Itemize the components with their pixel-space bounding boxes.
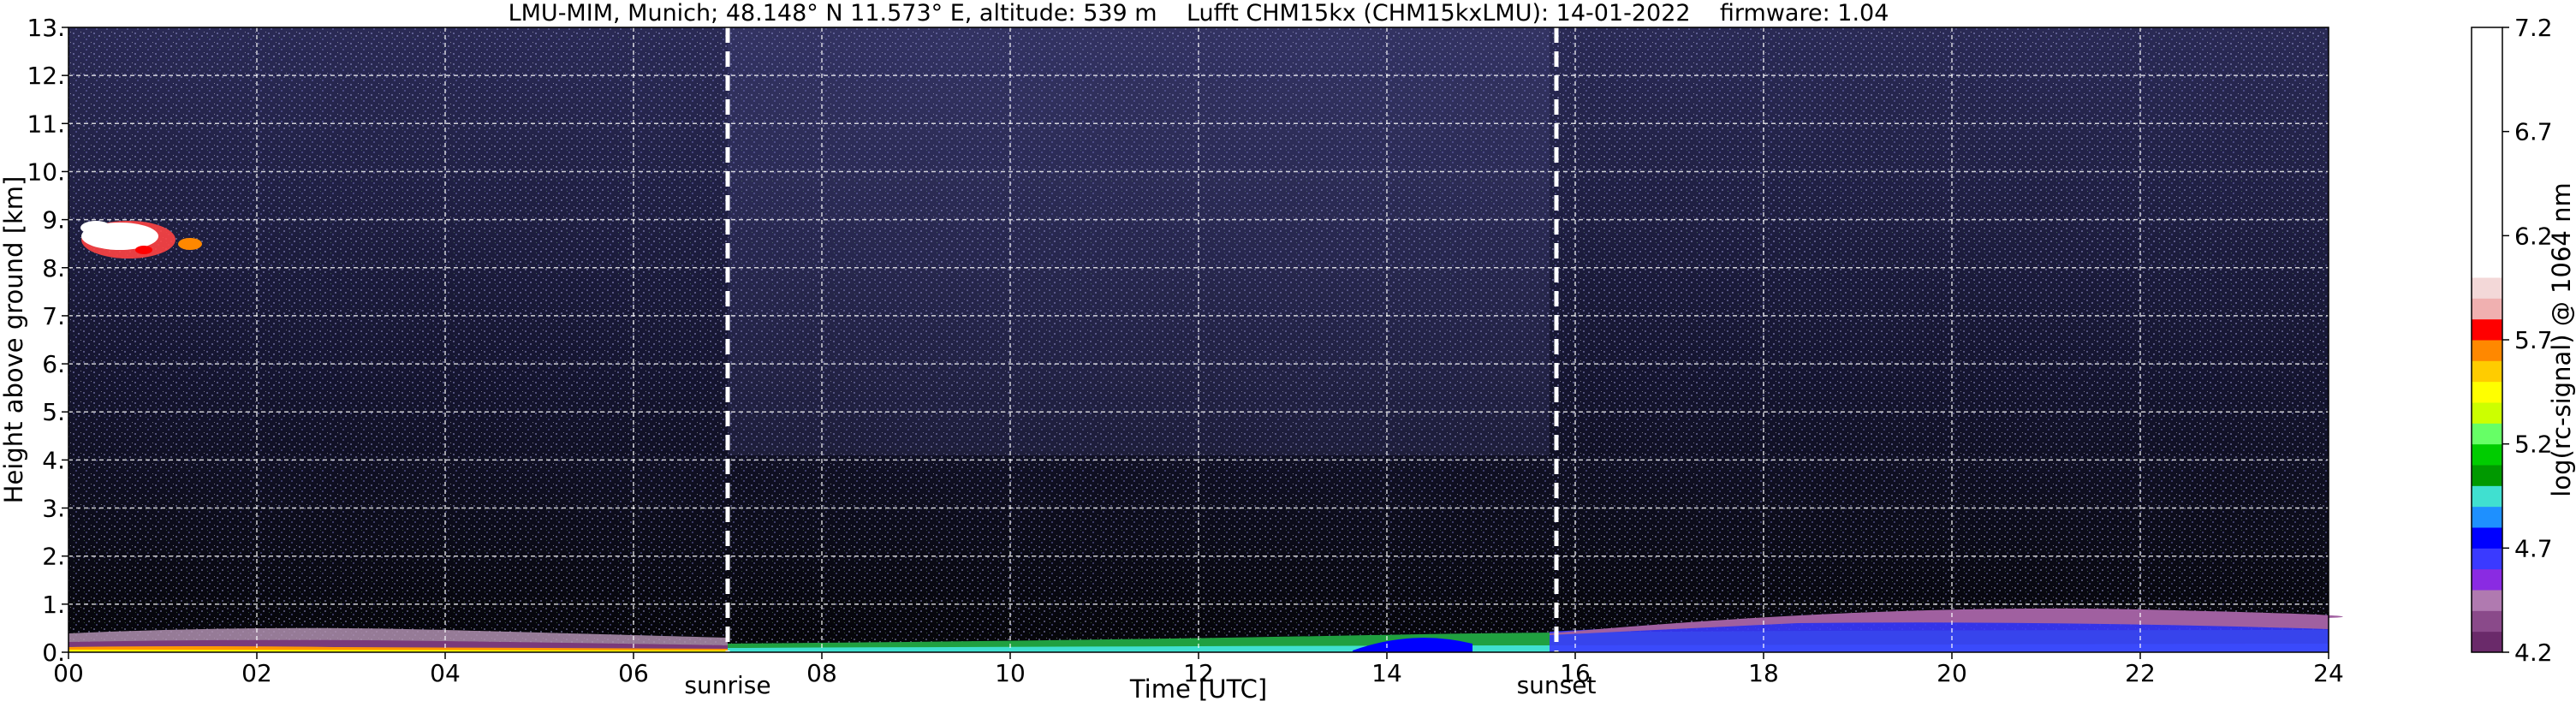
colorbar: 4.2 4.7 5.2 5.7 6.2 6.7 7.2 log(rc-signal) @ 1…	[2471, 14, 2576, 667]
x-axis-ticks: 00 02 04 06 08 10 12 14 16 18 20 22 24	[53, 652, 2344, 687]
colorbar-tick-label: 5.7	[2514, 326, 2553, 354]
y-tick-label: 13.	[27, 14, 65, 42]
x-tick-label: 02	[241, 659, 272, 687]
x-tick-label: 20	[1936, 659, 1967, 687]
y-tick-label: 8.	[42, 254, 65, 282]
colorbar-segment	[2472, 277, 2502, 299]
colorbar-segment	[2472, 402, 2502, 424]
plot-grid	[68, 27, 2329, 652]
colorbar-segment	[2472, 340, 2502, 361]
y-tick-label: 0.	[42, 639, 65, 667]
x-tick-label: 22	[2125, 659, 2156, 687]
boundary-layer-signal	[68, 608, 2343, 652]
colorbar-segment	[2472, 443, 2502, 466]
x-tick-label: 10	[995, 659, 1026, 687]
y-axis-label: Height above ground [km]	[0, 176, 28, 504]
x-tick-label: 06	[618, 659, 649, 687]
sun-marker-label: sunrise	[684, 671, 770, 699]
cirrus-cloud	[80, 221, 202, 258]
heatmap-plot-area	[68, 27, 2343, 653]
y-tick-label: 12.	[27, 62, 65, 90]
daytime-noise-highlight	[728, 27, 1550, 455]
y-tick-label: 7.	[42, 302, 65, 330]
sun-marker-label: sunset	[1517, 671, 1597, 699]
colorbar-tick-label: 4.2	[2514, 639, 2553, 667]
colorbar-segments	[2472, 27, 2502, 653]
colorbar-segment	[2472, 527, 2502, 549]
x-tick-label: 08	[806, 659, 837, 687]
colorbar-segment	[2472, 318, 2502, 341]
x-tick-label: 00	[53, 659, 84, 687]
colorbar-tick-label: 5.2	[2514, 431, 2553, 459]
x-tick-label: 16	[1560, 659, 1591, 687]
x-tick-label: 04	[430, 659, 461, 687]
y-tick-label: 1.	[42, 591, 65, 619]
y-tick-label: 4.	[42, 446, 65, 474]
colorbar-segment	[2472, 465, 2502, 486]
x-tick-label: 18	[1748, 659, 1779, 687]
y-tick-label: 10.	[27, 157, 65, 186]
y-axis-ticks: 0. 1. 2. 3. 4. 5. 6. 7. 8. 9. 10. 11. 12. 13.	[27, 14, 68, 667]
colorbar-segment	[2472, 423, 2502, 445]
chart-title: LMU-MIM, Munich; 48.148° N 11.573° E, al…	[509, 0, 1889, 27]
colorbar-segment	[2472, 360, 2502, 383]
colorbar-segment	[2472, 590, 2502, 611]
y-tick-label: 5.	[42, 398, 65, 426]
colorbar-segment	[2472, 548, 2502, 570]
x-tick-label: 14	[1371, 659, 1402, 687]
colorbar-segment	[2472, 506, 2502, 528]
colorbar-tick-label: 7.2	[2514, 14, 2553, 42]
colorbar-tick-label: 4.7	[2514, 534, 2553, 562]
y-tick-label: 2.	[42, 543, 65, 571]
y-tick-label: 3.	[42, 495, 65, 523]
sun-markers	[725, 27, 1559, 652]
colorbar-tick-label: 6.7	[2514, 118, 2553, 146]
x-tick-label: 24	[2313, 659, 2344, 687]
colorbar-label: log(rc-signal) @ 1064 nm	[2547, 182, 2576, 496]
colorbar-segment	[2472, 485, 2502, 508]
colorbar-segment	[2472, 631, 2502, 653]
x-tick-label: 12	[1183, 659, 1214, 687]
colorbar-ticks: 4.2 4.7 5.2 5.7 6.2 6.7 7.2	[2502, 14, 2553, 667]
x-axis-label: Time [UTC]	[1129, 674, 1267, 704]
colorbar-segment	[2472, 568, 2502, 591]
y-tick-label: 9.	[42, 206, 65, 235]
y-tick-label: 6.	[42, 350, 65, 378]
colorbar-segment	[2472, 610, 2502, 633]
colorbar-segment	[2472, 298, 2502, 320]
colorbar-tick-label: 6.2	[2514, 222, 2553, 250]
colorbar-segment	[2472, 381, 2502, 403]
colorbar-segment	[2472, 27, 2502, 278]
y-tick-label: 11.	[27, 110, 65, 138]
